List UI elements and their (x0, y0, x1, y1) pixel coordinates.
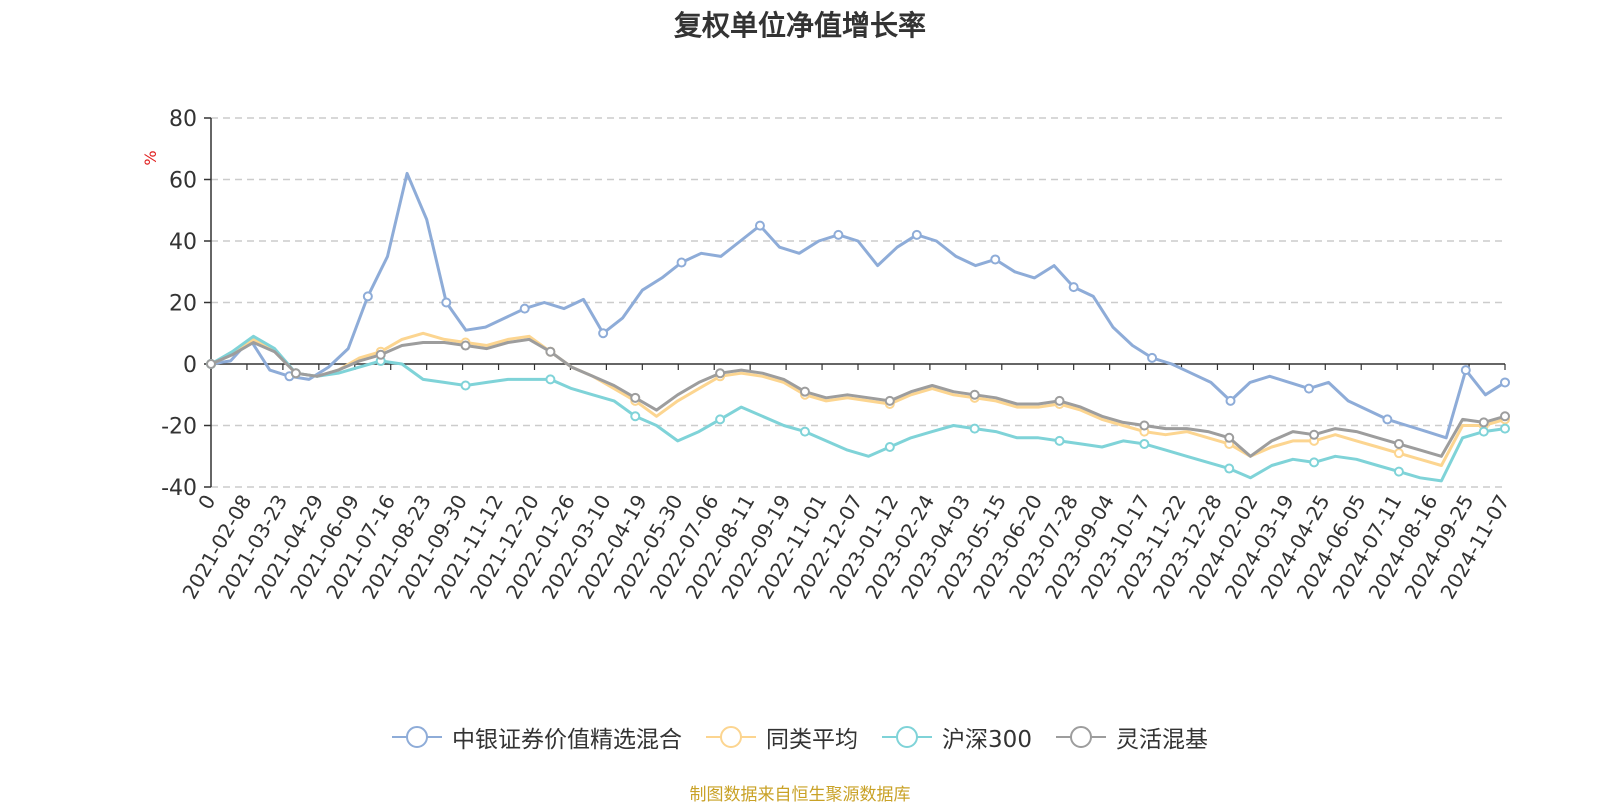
y-tick-label-2: 0 (183, 353, 197, 378)
series-3-point-16 (545, 346, 556, 357)
y-tick-label-5: 60 (169, 169, 197, 194)
axis-labels: -40-20020406080%02021-02-082021-03-23202… (141, 107, 1514, 603)
series-0-point-44 (1068, 282, 1079, 293)
series-3-point-60 (1478, 417, 1489, 428)
series-3-point-8 (375, 349, 386, 360)
series-1-point-56 (1393, 448, 1404, 459)
legend-item-2[interactable]: 沪深300 (882, 720, 1032, 754)
series-0-point-60 (1382, 414, 1393, 425)
series-0-point-20 (598, 328, 609, 339)
series-3-point-32 (884, 395, 895, 406)
legend-label: 同类平均 (766, 727, 859, 753)
y-tick-label-6: 80 (169, 107, 197, 132)
legend-marker-icon (1055, 726, 1106, 748)
series-0-point-66 (1500, 377, 1510, 388)
source-note: 制图数据来自恒生聚源数据库 (689, 785, 911, 805)
series-2-point-28 (799, 426, 810, 437)
series-2-point-12 (460, 380, 471, 391)
y-tick-label-0: -40 (161, 476, 197, 501)
series-3-point-0 (206, 359, 216, 369)
series-3-point-40 (1054, 395, 1065, 406)
series-0-point-56 (1303, 383, 1314, 394)
series-3-point-61 (1500, 411, 1510, 422)
series-3-point-28 (799, 386, 810, 397)
series-2-point-48 (1224, 463, 1235, 474)
series-2-point-32 (884, 442, 895, 453)
series-0-point-48 (1147, 352, 1158, 363)
legend-item-0[interactable]: 中银证券价值精选混合 (392, 720, 682, 754)
y-tick-label-1: -20 (161, 415, 197, 440)
legend-marker-icon (392, 726, 443, 748)
legend-item-3[interactable]: 灵活混基 (1055, 720, 1208, 754)
series-line-0 (210, 171, 1506, 440)
y-tick-label-4: 40 (169, 230, 197, 255)
y-axis-unit: % (141, 150, 160, 165)
legend-label: 灵活混基 (1115, 727, 1208, 753)
series-2-point-44 (1139, 438, 1150, 449)
series-2-point-52 (1309, 457, 1320, 468)
series-0-point-8 (362, 291, 373, 302)
y-tick-label-3: 20 (169, 292, 197, 317)
series-line-1 (210, 331, 1506, 467)
series-3-point-24 (715, 368, 726, 379)
legend-label: 沪深300 (942, 727, 1032, 753)
series-3-point-12 (460, 340, 471, 351)
series-0-point-12 (441, 297, 452, 308)
legend-marker-icon (882, 726, 933, 748)
series-0-point-64 (1460, 365, 1471, 376)
series-line-3 (210, 337, 1506, 458)
series-3-point-52 (1309, 429, 1320, 440)
series-2-point-40 (1054, 435, 1065, 446)
series-3-point-36 (969, 389, 980, 400)
series-2-point-56 (1393, 466, 1404, 477)
legend-item-1[interactable]: 同类平均 (706, 720, 858, 754)
series-0-point-36 (911, 229, 922, 240)
series-0-point-16 (519, 303, 530, 314)
x-tick-label-0: 0 (193, 491, 220, 514)
series-2-point-16 (545, 374, 556, 385)
series-2-point-36 (969, 423, 980, 434)
series-line-2 (210, 334, 1506, 483)
series-0-point-28 (754, 220, 765, 231)
legend-marker-icon (706, 726, 757, 748)
legend-label: 中银证券价值精选混合 (452, 727, 683, 753)
series-3-point-20 (630, 392, 641, 403)
series-2-point-20 (630, 411, 641, 422)
series-0-point-40 (990, 254, 1001, 265)
series-lines (206, 171, 1510, 483)
series-2-point-61 (1500, 423, 1510, 434)
series-3-point-48 (1224, 432, 1235, 443)
series-0-point-24 (676, 257, 687, 268)
series-2-point-24 (715, 414, 726, 425)
legend: 中银证券价值精选混合 同类平均 沪深300 灵活混基 (0, 720, 1600, 754)
series-0-point-52 (1225, 395, 1236, 406)
series-3-point-44 (1139, 420, 1150, 431)
series-2-point-60 (1478, 426, 1489, 437)
series-3-point-4 (290, 368, 301, 379)
series-3-point-56 (1393, 438, 1404, 449)
series-0-point-32 (833, 229, 844, 240)
chart-title: 复权单位净值增长率 (673, 9, 926, 42)
